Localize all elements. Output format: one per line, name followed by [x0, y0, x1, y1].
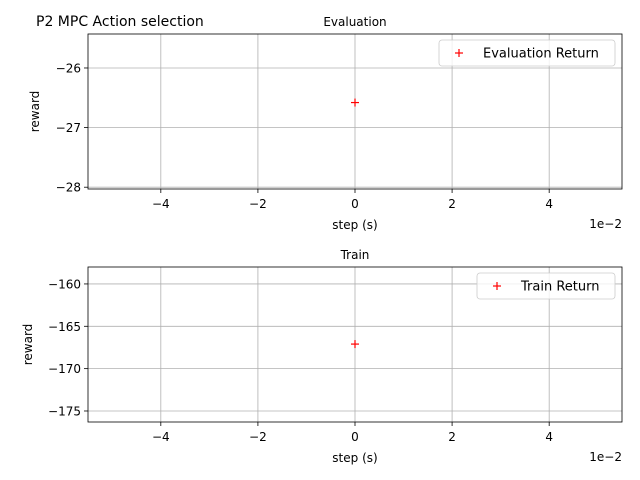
- chart-2-legend-box: [476, 272, 616, 300]
- chart-2-x-tick-label: 4: [545, 430, 553, 444]
- figure-suptitle: P2 MPC Action selection: [36, 14, 204, 30]
- chart-1-x-axis-label: step (s): [332, 218, 377, 232]
- chart-1-y-tick-label: −27: [56, 121, 81, 135]
- chart-2-x-tick-label: −2: [249, 430, 267, 444]
- chart-1-y-axis-label: reward: [28, 91, 42, 133]
- chart-1-x-tick-label: −2: [249, 197, 267, 211]
- chart-2-y-tick-label: −175: [48, 404, 81, 418]
- chart-1-legend-box: [438, 39, 616, 67]
- chart-2-legend-label: Train Return: [520, 280, 599, 295]
- chart-1-legend-label: Evaluation Return: [483, 47, 599, 62]
- chart-1-x-tick-label: 0: [351, 197, 359, 211]
- chart-2-data-point: [351, 340, 359, 349]
- chart-2-x-axis-label: step (s): [332, 451, 377, 465]
- chart-1-legend-marker: [455, 49, 463, 57]
- chart-1-x-tick-label: 4: [545, 197, 553, 211]
- chart-2-x-tick-label: 0: [351, 430, 359, 444]
- chart-2-x-tick-label: 2: [448, 430, 456, 444]
- chart-2-y-tick-label: −165: [48, 320, 81, 334]
- chart-2-y-tick-label: −160: [48, 277, 81, 291]
- chart-2-y-tick-label: −170: [48, 362, 81, 376]
- chart-1-y-tick-label: −28: [56, 181, 81, 195]
- chart-1-data-point: [351, 98, 359, 107]
- chart-2-x-offset-label: 1e−2: [589, 450, 622, 464]
- chart-1-title: Evaluation: [323, 15, 386, 29]
- chart-1-y-tick-label: −26: [56, 61, 81, 75]
- chart-1-x-offset-label: 1e−2: [589, 217, 622, 231]
- chart-2-x-tick-label: −4: [152, 430, 170, 444]
- chart-2-y-axis-label: reward: [21, 324, 35, 366]
- chart-1-x-tick-label: 2: [448, 197, 456, 211]
- chart-2-title: Train: [340, 248, 370, 262]
- chart-1-x-tick-label: −4: [152, 197, 170, 211]
- chart-2-legend-marker: [493, 282, 501, 290]
